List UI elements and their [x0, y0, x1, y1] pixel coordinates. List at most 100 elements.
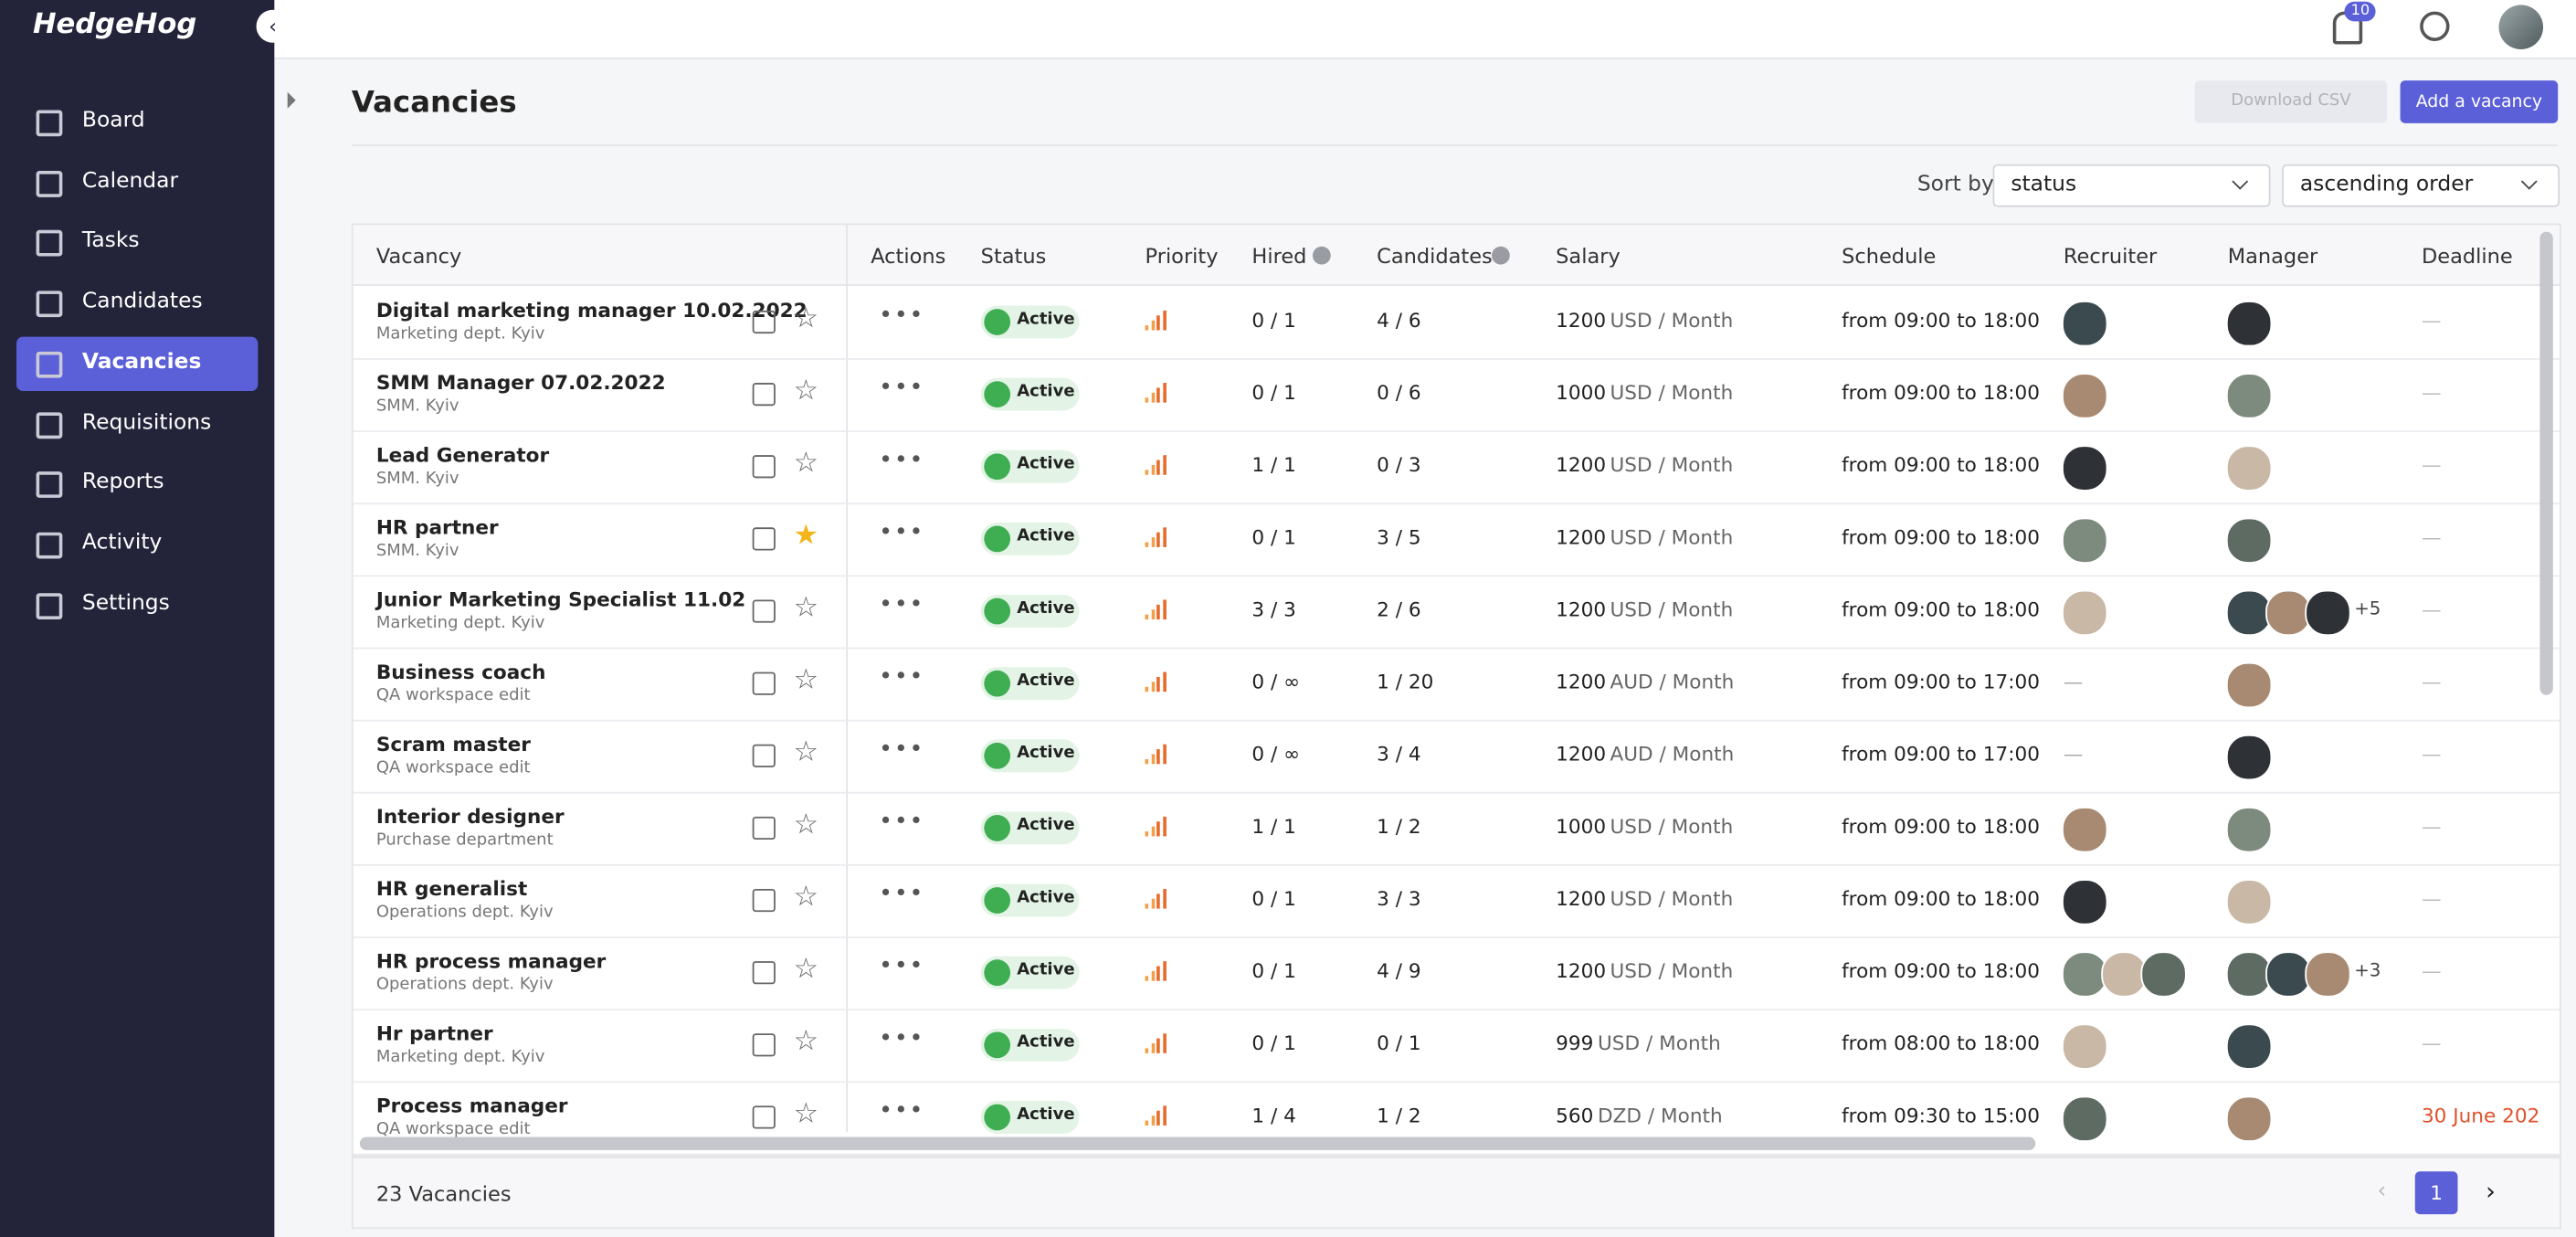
nav-item[interactable]: Settings: [16, 577, 258, 631]
collapse-button[interactable]: ‹: [256, 9, 290, 43]
vacancy-title[interactable]: Junior Marketing Specialist 11.02: [375, 587, 746, 612]
actions-menu[interactable]: •••: [879, 880, 925, 907]
nav-item[interactable]: Requisitions: [16, 396, 258, 450]
star-icon[interactable]: ☆: [793, 808, 819, 841]
vacancy-title[interactable]: HR generalist: [375, 877, 528, 901]
top-bar: [0, 0, 2576, 59]
nav-icon: [36, 170, 63, 197]
salary-amount: 1200: [1556, 742, 1607, 767]
open-link-icon[interactable]: [752, 599, 776, 623]
star-icon[interactable]: ☆: [793, 301, 819, 335]
actions-menu[interactable]: •••: [879, 663, 925, 691]
star-icon[interactable]: ☆: [793, 735, 819, 769]
salary-amount: 1200: [1556, 309, 1607, 333]
nav-item[interactable]: Vacancies: [16, 336, 259, 391]
actions-menu[interactable]: •••: [879, 1097, 925, 1125]
table-row: SMM Manager 07.02.2022 SMM. Kyiv ☆ ••• Activ…: [353, 358, 2560, 432]
sort-order-select[interactable]: ascending order: [2282, 164, 2560, 207]
star-icon[interactable]: ☆: [793, 953, 819, 987]
vacancy-title[interactable]: HR partner: [375, 515, 499, 539]
vacancy-title[interactable]: Process manager: [375, 1094, 568, 1117]
priority-bar: [1145, 686, 1149, 693]
actions-menu[interactable]: •••: [879, 447, 925, 473]
priority-bar: [1145, 976, 1149, 981]
vacancy-title[interactable]: Scram master: [375, 733, 531, 756]
actions-menu[interactable]: •••: [879, 301, 925, 329]
salary-amount: 1200: [1556, 670, 1607, 693]
vacancy-title[interactable]: HR process manager: [375, 949, 607, 973]
nav-item[interactable]: Activity: [16, 517, 258, 571]
open-link-icon[interactable]: [752, 888, 776, 913]
nav-item[interactable]: Board: [16, 95, 258, 149]
star-icon[interactable]: ★: [793, 519, 819, 553]
star-icon[interactable]: ☆: [793, 447, 819, 481]
vacancy-title[interactable]: Lead Generator: [375, 443, 550, 467]
star-icon[interactable]: ☆: [793, 1025, 819, 1059]
vacancy-title[interactable]: Interior designer: [375, 805, 565, 829]
candidates: 3 / 5: [1377, 525, 1421, 549]
nav-item[interactable]: Calendar: [16, 155, 258, 209]
actions-menu[interactable]: •••: [879, 953, 925, 979]
vacancy-department: Marketing dept. Kyiv: [375, 325, 545, 344]
actions-menu[interactable]: •••: [879, 735, 925, 763]
actions-menu[interactable]: •••: [879, 519, 925, 546]
actions-menu[interactable]: •••: [879, 1025, 925, 1052]
nav-item[interactable]: Candidates: [16, 276, 258, 330]
recruiter-avatar: [2062, 951, 2108, 998]
nav-item[interactable]: Tasks: [16, 216, 258, 270]
sort-field-select[interactable]: status: [1992, 164, 2271, 207]
prev-page[interactable]: ‹: [2377, 1178, 2387, 1205]
open-link-icon[interactable]: [752, 744, 776, 767]
salary-amount: 1200: [1556, 887, 1607, 911]
open-link-icon[interactable]: [752, 961, 776, 985]
vacancy-title[interactable]: SMM Manager 07.02.2022: [375, 371, 666, 395]
status-label: Active: [1017, 383, 1075, 401]
vacancy-title[interactable]: Business coach: [375, 660, 546, 684]
open-link-icon[interactable]: [752, 527, 776, 551]
open-link-icon[interactable]: [752, 1033, 776, 1057]
add-button[interactable]: Add a vacancy: [2400, 80, 2559, 123]
actions-menu[interactable]: •••: [879, 808, 925, 835]
priority-bar: [1150, 898, 1155, 909]
open-link-icon[interactable]: [752, 310, 776, 334]
open-link-icon[interactable]: [752, 671, 776, 695]
open-link-icon[interactable]: [752, 455, 776, 479]
status-label: Active: [1017, 888, 1075, 907]
user-avatar[interactable]: [2498, 5, 2544, 49]
star-icon[interactable]: ☆: [793, 880, 819, 914]
logo: HedgeHog: [32, 7, 197, 41]
open-link-icon[interactable]: [752, 383, 776, 407]
status-label: Active: [1017, 744, 1075, 763]
actions-menu[interactable]: •••: [879, 375, 925, 401]
hired: 0 / 1: [1251, 959, 1296, 983]
salary-unit: AUD / Month: [1610, 742, 1735, 767]
salary-amount: 1000: [1556, 381, 1607, 405]
vacancy-department: Operations dept. Kyiv: [375, 904, 554, 922]
manager-avatar: [2225, 661, 2273, 709]
star-icon[interactable]: ☆: [793, 591, 819, 625]
hired: 1 / 1: [1251, 453, 1296, 477]
manager-avatar: [2225, 1023, 2273, 1070]
candidates: 2 / 6: [1377, 597, 1421, 621]
next-page[interactable]: ›: [2486, 1176, 2496, 1207]
star-icon[interactable]: ☆: [793, 1097, 819, 1131]
open-link-icon[interactable]: [752, 816, 776, 841]
salary-amount: 1200: [1556, 453, 1607, 477]
priority-bar: [1162, 961, 1167, 981]
vacancy-title[interactable]: Digital marketing manager 10.02.2022: [375, 299, 808, 322]
vacancy-title[interactable]: Hr partner: [375, 1021, 493, 1045]
nav-item[interactable]: Reports: [16, 457, 258, 511]
help-icon[interactable]: [2420, 11, 2450, 41]
star-icon[interactable]: ☆: [793, 375, 819, 408]
download-button[interactable]: Download CSV: [2194, 80, 2388, 123]
nav-label: Vacancies: [81, 349, 202, 375]
actions-menu[interactable]: •••: [879, 591, 925, 618]
star-icon[interactable]: ☆: [793, 663, 819, 697]
vacancy-department: QA workspace edit: [375, 758, 531, 777]
priority-bar: [1156, 387, 1160, 403]
page-button[interactable]: 1: [2414, 1171, 2458, 1215]
priority-bar: [1162, 888, 1167, 909]
sort-field-value: status: [2011, 172, 2077, 197]
open-link-icon[interactable]: [752, 1105, 776, 1129]
schedule: from 09:00 to 18:00: [1842, 959, 2040, 983]
